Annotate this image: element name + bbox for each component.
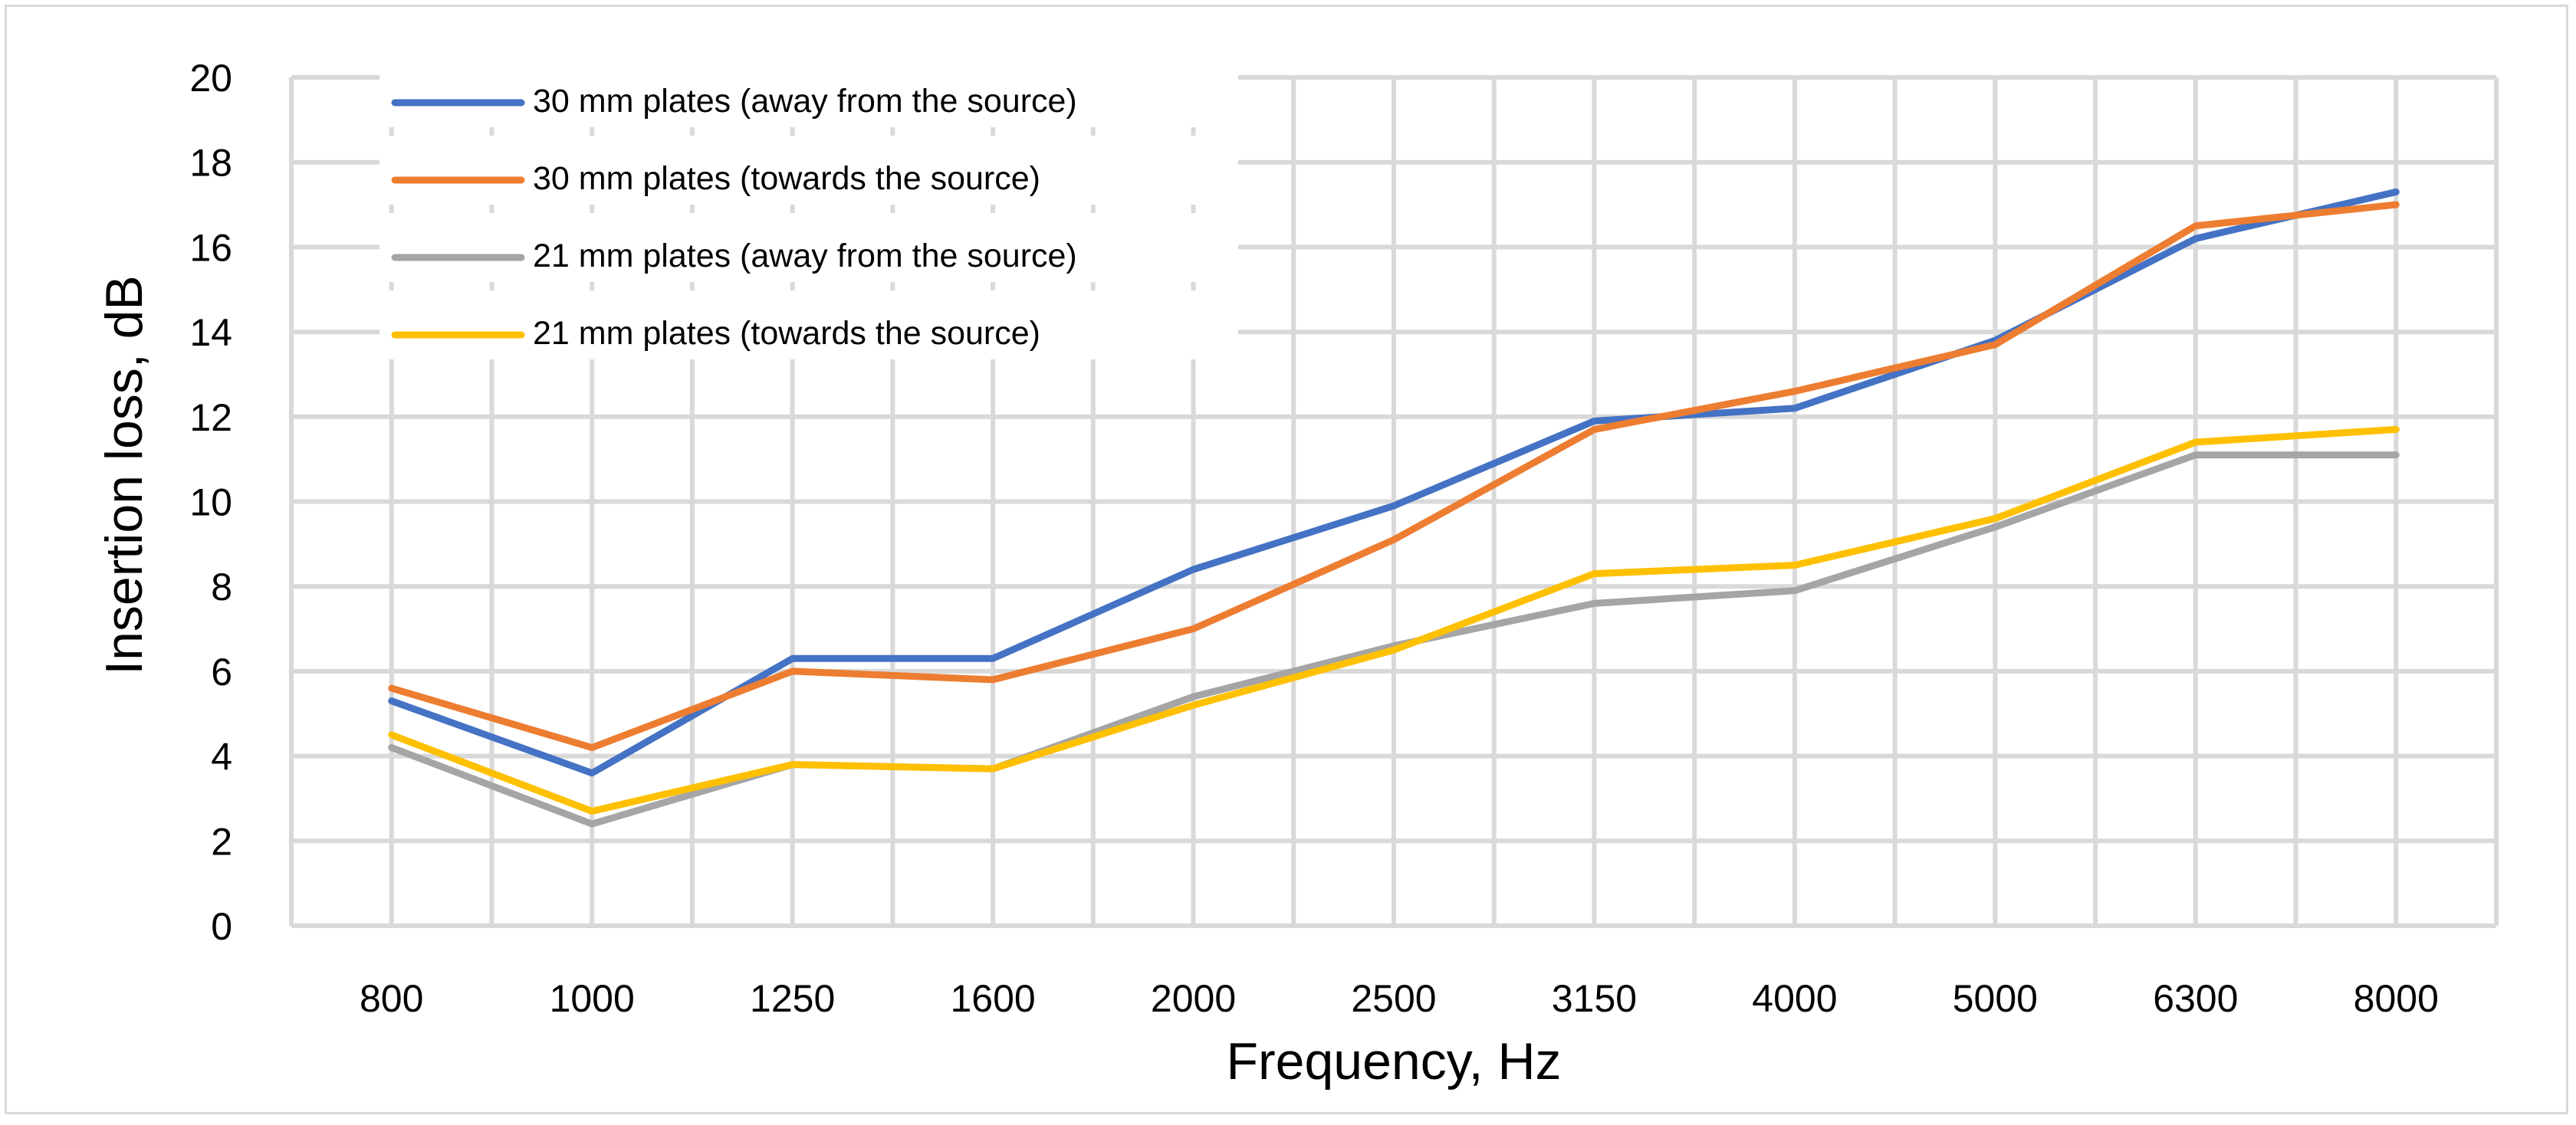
legend-label: 30 mm plates (towards the source)	[533, 160, 1040, 197]
y-axis-title: Insertion loss, dB	[95, 275, 153, 675]
x-tick-label: 800	[360, 977, 423, 1020]
x-tick-label: 1250	[750, 977, 835, 1020]
y-tick-label: 8	[211, 566, 232, 608]
legend: 30 mm plates (away from the source) 30 mm…	[380, 58, 1238, 359]
series-line-3	[388, 451, 2400, 828]
x-tick-label: 1600	[950, 977, 1035, 1020]
x-tick-label: 2500	[1351, 977, 1436, 1020]
y-tick-label: 18	[189, 142, 232, 185]
x-axis-title: Frequency, Hz	[1226, 1032, 1561, 1091]
x-tick-label: 8000	[2354, 977, 2439, 1020]
y-tick-label: 16	[189, 226, 232, 269]
legend-label: 21 mm plates (towards the source)	[533, 315, 1040, 352]
x-axis-ticks: 800 1000 1250 1600 2000 2500 3150 4000 5000 6300 8…	[360, 977, 2439, 1020]
legend-label: 21 mm plates (away from the source)	[533, 238, 1077, 274]
x-tick-label: 4000	[1752, 977, 1837, 1020]
x-tick-label: 5000	[1953, 977, 2038, 1020]
y-tick-label: 10	[189, 481, 232, 524]
y-tick-label: 2	[211, 820, 232, 863]
x-tick-label: 3150	[1552, 977, 1637, 1020]
y-axis-ticks: 0 2 4 6 8 10 12 14 16 18 20	[189, 57, 232, 948]
y-tick-label: 14	[189, 311, 232, 354]
legend-background	[380, 136, 1238, 205]
x-tick-label: 2000	[1151, 977, 1236, 1020]
y-tick-label: 0	[211, 905, 232, 948]
grid	[289, 75, 2499, 928]
legend-label: 30 mm plates (away from the source)	[533, 83, 1077, 120]
x-tick-label: 1000	[550, 977, 635, 1020]
series-line-2	[388, 201, 2400, 752]
legend-background	[380, 58, 1238, 127]
y-tick-label: 6	[211, 651, 232, 694]
legend-background	[380, 213, 1238, 282]
series-lines	[388, 188, 2400, 828]
series-line-4	[388, 425, 2400, 815]
x-tick-label: 6300	[2153, 977, 2238, 1020]
legend-background	[380, 290, 1238, 359]
y-tick-label: 12	[189, 396, 232, 439]
y-tick-label: 20	[189, 57, 232, 100]
y-tick-label: 4	[211, 736, 232, 779]
